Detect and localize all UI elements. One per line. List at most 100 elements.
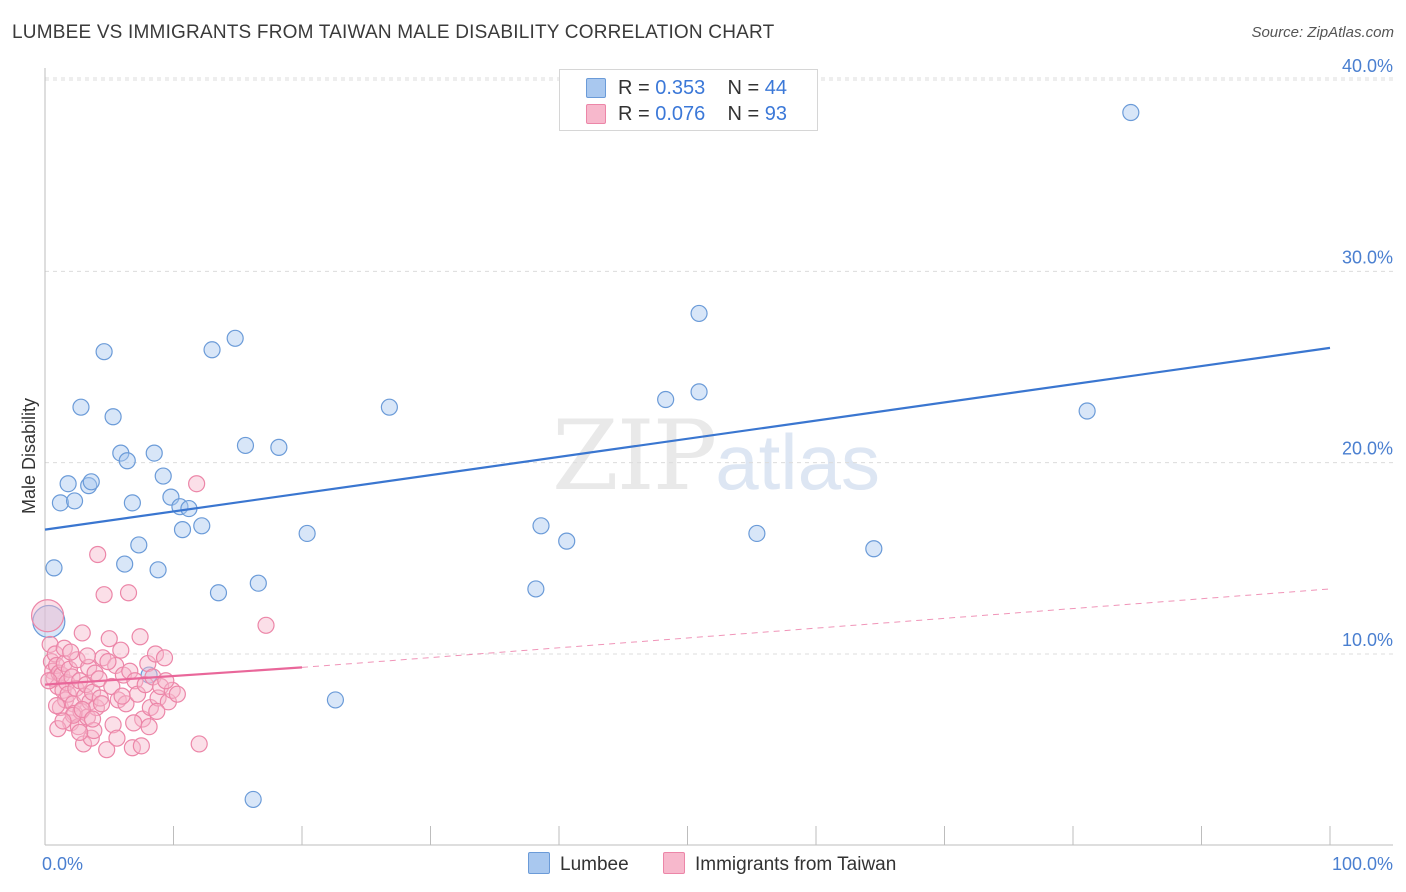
lumbee-point [65, 492, 84, 510]
y-tick-label: 10.0% [1342, 630, 1393, 650]
taiwan-point [148, 702, 166, 721]
taiwan-point [98, 741, 116, 759]
lumbee-point [130, 536, 148, 554]
y-axis-label: Male Disability [19, 398, 39, 514]
taiwan-point [71, 723, 89, 742]
taiwan-point [131, 628, 149, 646]
lumbee-point [51, 494, 70, 512]
lumbee-point [209, 584, 228, 602]
trend-lines [44, 346, 1331, 686]
lumbee-point [145, 444, 163, 462]
lumbee-point [558, 532, 576, 550]
taiwan-point [119, 584, 138, 602]
taiwan-point [40, 672, 58, 690]
taiwan-point [41, 635, 59, 654]
series-label-lumbee: Lumbee [560, 854, 629, 875]
lumbee-point [72, 398, 90, 416]
taiwan-point [112, 641, 130, 659]
series-legend-lumbee: Lumbee [528, 852, 629, 876]
taiwan-point [146, 645, 165, 663]
lumbee-point [1122, 103, 1140, 122]
lumbee-point [532, 517, 550, 535]
taiwan-point [54, 712, 72, 730]
taiwan-point [168, 685, 186, 703]
series-label-taiwan: Immigrants from Taiwan [695, 854, 897, 875]
taiwan-point [125, 714, 143, 732]
tick-labels: 10.0% 20.0% 30.0% 40.0% 0.0% 100.0% [42, 56, 1393, 874]
taiwan-point [92, 695, 111, 713]
taiwan-point [30, 599, 65, 633]
lumbee-point [203, 341, 221, 359]
taiwan-point [95, 586, 113, 604]
lumbee-point [249, 574, 267, 592]
taiwan-point [90, 670, 108, 688]
taiwan-point [47, 697, 66, 715]
taiwan-point [100, 630, 118, 648]
taiwan-point [104, 716, 122, 734]
lumbee-point [95, 343, 113, 361]
lumbee-point [690, 304, 708, 323]
taiwan-point [73, 624, 91, 642]
legend-n-label: N = [727, 103, 760, 125]
lumbee-point [865, 540, 883, 558]
taiwan-point [257, 616, 275, 634]
x-tick-label: 100.0% [1332, 854, 1393, 874]
lumbee-point [657, 390, 675, 409]
data-points [30, 103, 1140, 809]
series-swatch-taiwan [663, 852, 685, 874]
taiwan-point [89, 545, 107, 564]
lumbee-point [748, 524, 766, 543]
lumbee-point [226, 329, 244, 347]
y-tick-label: 40.0% [1342, 56, 1393, 76]
legend-n-label: N = [727, 77, 760, 99]
lumbee-point [193, 517, 211, 535]
taiwan-point [83, 710, 102, 728]
legend-swatch-taiwan [586, 104, 606, 124]
taiwan-point [78, 647, 97, 665]
y-tick-label: 20.0% [1342, 439, 1393, 459]
taiwan-point [155, 649, 174, 667]
chart-title: LUMBEE VS IMMIGRANTS FROM TAIWAN MALE DI… [12, 22, 775, 43]
legend-n-value: 44 [764, 77, 788, 99]
taiwan-point [190, 735, 208, 753]
taiwan-point [126, 672, 144, 690]
lumbee-point [82, 473, 100, 491]
lumbee-point [690, 383, 708, 401]
correlation-legend: R = 0.353 N = 44 R = 0.076 N = 93 [559, 69, 818, 131]
source-label: Source: ZipAtlas.com [1251, 24, 1394, 41]
lumbee-point [298, 524, 316, 543]
watermark: ZIPatlas [552, 400, 880, 512]
taiwan-trend-extension [301, 588, 1331, 668]
lumbee-point [116, 555, 134, 573]
lumbee-trend-line [44, 346, 1331, 531]
series-legend-taiwan: Immigrants from Taiwan [663, 852, 896, 876]
legend-n-value: 93 [764, 103, 788, 125]
x-tick-label: 0.0% [42, 854, 83, 874]
lumbee-point [244, 790, 262, 809]
taiwan-point [99, 653, 117, 671]
taiwan-point [140, 718, 158, 736]
lumbee-point [123, 494, 141, 512]
grid-lines [45, 77, 1393, 655]
taiwan-point [64, 706, 82, 724]
axes [44, 68, 1393, 846]
lumbee-point [270, 438, 288, 456]
legend-r-value: 0.076 [655, 103, 706, 125]
lumbee-point [527, 580, 545, 598]
lumbee-point [149, 561, 167, 579]
watermark-zip: ZIP [552, 400, 717, 512]
y-tick-label: 30.0% [1342, 247, 1393, 267]
taiwan-trend-line [44, 666, 303, 686]
lumbee-point [45, 559, 63, 577]
lumbee-point [104, 408, 122, 426]
legend-r-value: 0.353 [655, 77, 706, 99]
taiwan-point [113, 687, 131, 705]
lumbee-point [380, 398, 398, 416]
legend-r-label: R = [618, 77, 650, 99]
taiwan-point [188, 475, 206, 493]
lumbee-point [173, 521, 192, 539]
lumbee-point [236, 436, 255, 455]
taiwan-point [132, 737, 150, 755]
taiwan-point [62, 643, 80, 661]
